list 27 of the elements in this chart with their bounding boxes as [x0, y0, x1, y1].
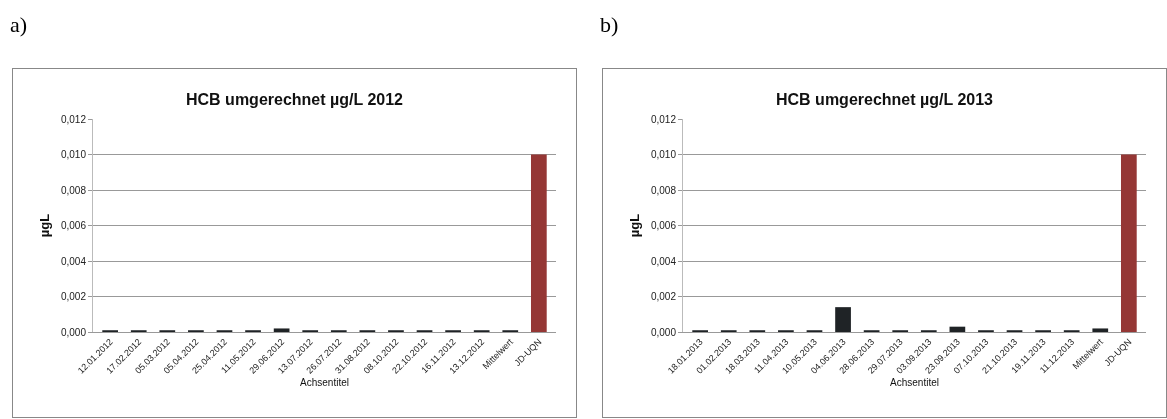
y-tick-label: 0,010 [60, 149, 87, 160]
y-tick-label: 0,004 [60, 255, 87, 267]
y-tick-label: 0,008 [650, 184, 677, 196]
bar [1120, 154, 1137, 332]
y-tick-label: 0,004 [650, 255, 677, 267]
y-axis-title: µgL [36, 213, 52, 238]
y-axis-title: µgL [626, 213, 642, 238]
y-tick-label: 0,012 [60, 113, 87, 125]
y-tick-label: 0,002 [650, 291, 677, 302]
text: b) [600, 12, 619, 38]
y-tick-label: 0,012 [650, 113, 677, 125]
y-tick-label: 0,000 [60, 326, 87, 338]
bar [273, 328, 290, 332]
chart-title: HCB umgerechnet µg/L 2013 [776, 90, 994, 108]
x-axis-title: Achsentitel [890, 377, 939, 389]
y-tick-label: 0,006 [650, 220, 677, 231]
bar [835, 307, 851, 332]
y-tick-label: 0,000 [650, 326, 677, 338]
x-axis-title: Achsentitel [300, 377, 349, 389]
y-tick-label: 0,002 [60, 291, 87, 302]
y-tick-label: 0,008 [60, 184, 87, 196]
bar [530, 154, 547, 332]
y-tick-label: 0,006 [60, 220, 87, 231]
y-tick-label: 0,010 [650, 149, 677, 160]
chart-title: HCB umgerechnet µg/L 2012 [186, 90, 404, 108]
text: a) [10, 12, 28, 38]
bar [1092, 328, 1109, 332]
